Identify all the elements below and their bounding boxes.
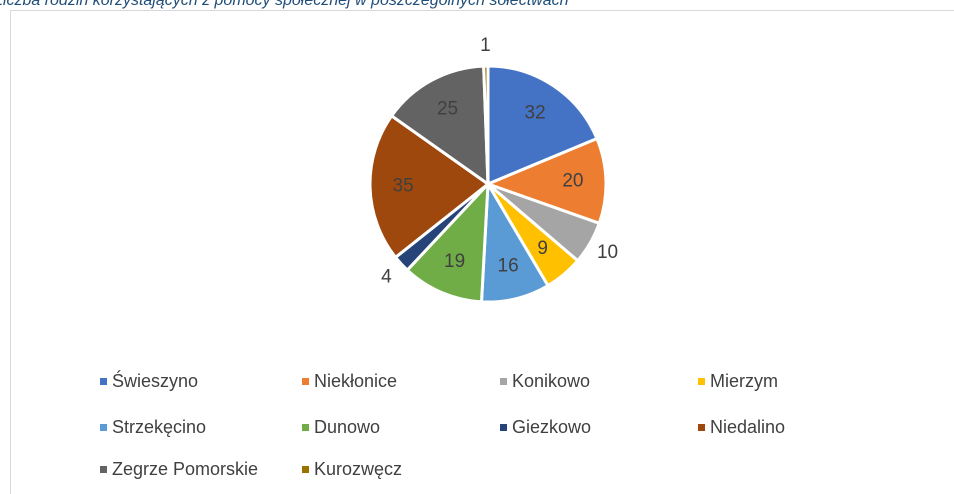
data-label: 35 [393, 175, 414, 196]
legend-marker [302, 378, 309, 385]
legend-label: Świeszyno [112, 370, 198, 391]
data-label: 16 [498, 256, 519, 277]
legend-label: Niekłonice [314, 371, 397, 391]
legend-label: Konikowo [512, 371, 590, 391]
data-label: 25 [437, 98, 458, 119]
legend-label: Dunowo [314, 417, 380, 437]
pie-slice [389, 64, 490, 187]
chart-title: Liczba rodzin korzystających z pomocy sp… [0, 0, 569, 9]
legend-marker [100, 424, 107, 431]
pie-slice [483, 136, 608, 226]
legend-marker [302, 424, 309, 431]
data-label: 9 [537, 238, 548, 259]
pie-slice [486, 64, 599, 187]
legend-label: Mierzym [710, 371, 778, 391]
pie-slice [405, 179, 490, 304]
pie-slice [368, 113, 491, 260]
pie-slice [482, 64, 490, 185]
legend-label: Strzekęcino [112, 417, 206, 437]
legend-label: Niedalino [710, 417, 785, 437]
data-label: 4 [381, 267, 392, 288]
legend-label: Kurozwęcz [314, 459, 402, 479]
legend-marker [500, 424, 507, 431]
legend-marker [500, 378, 507, 385]
legend-marker [302, 466, 309, 473]
data-label: 20 [562, 171, 583, 192]
data-label: 1 [480, 35, 491, 56]
data-label: 10 [597, 242, 618, 263]
legend-label: Giezkowo [512, 417, 591, 437]
data-label: 19 [444, 251, 465, 272]
legend-marker [698, 424, 705, 431]
legend-marker [100, 378, 107, 385]
legend-marker [100, 466, 107, 473]
legend-marker [698, 378, 705, 385]
data-label: 32 [525, 102, 546, 123]
legend-label: Zegrze Pomorskie [112, 459, 258, 479]
